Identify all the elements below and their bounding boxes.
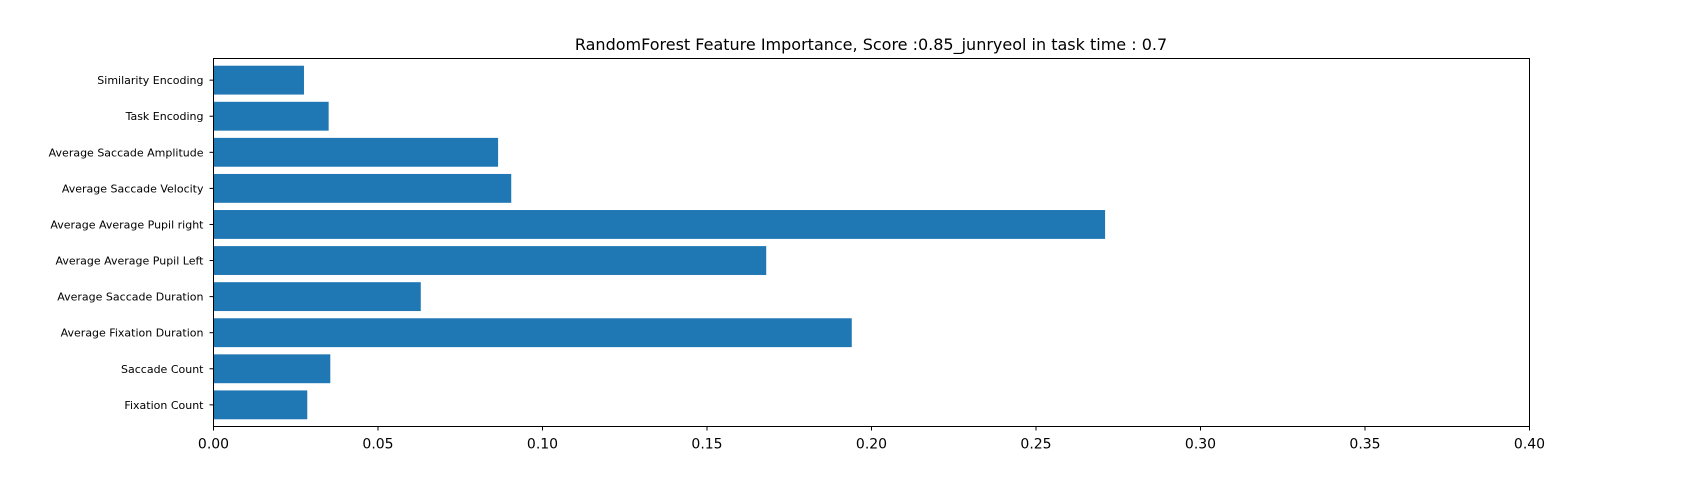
bar-similarity-encoding [213,65,304,95]
x-tick-label: 0.25 [1020,437,1051,453]
x-tick-label: 0.10 [527,437,558,453]
x-tick-label: 0.20 [856,437,887,453]
bar-average-average-pupil-right [213,210,1106,239]
bar-average-average-pupil-left [213,246,767,275]
y-tick-label: Average Average Pupil Left [55,255,204,268]
x-tick-label: 0.15 [691,437,722,453]
bar-average-fixation-duration [213,318,852,348]
bar-task-encoding [213,101,329,131]
bar-saccade-count [213,354,331,384]
y-tick-label: Average Saccade Duration [57,291,203,304]
x-tick-label: 0.30 [1185,437,1216,453]
y-axis: Fixation Count Saccade Count Average Fixat… [49,74,214,412]
x-axis: 0.00 0.05 0.10 0.15 0.20 0.25 0.30 0.35 0.40 [198,426,1545,453]
y-tick-label: Saccade Count [121,363,204,376]
y-tick-label: Average Average Pupil right [50,218,204,231]
y-tick-label: Average Saccade Velocity [62,182,204,195]
x-tick-label: 0.00 [198,437,229,453]
bar-average-saccade-duration [213,282,421,312]
bar-average-saccade-amplitude [213,137,499,167]
bar-average-saccade-velocity [213,173,512,203]
x-tick-label: 0.05 [362,437,393,453]
y-tick-label: Average Fixation Duration [61,327,204,340]
y-tick-label: Fixation Count [124,399,204,412]
y-tick-label: Similarity Encoding [97,74,203,87]
x-tick-label: 0.35 [1349,437,1380,453]
bars-layer [213,65,1106,420]
y-tick-label: Task Encoding [125,110,204,123]
chart-title: RandomForest Feature Importance, Score :… [575,35,1167,55]
plot-frame [213,58,1530,427]
x-tick-label: 0.40 [1514,437,1545,453]
bar-fixation-count [213,390,308,420]
y-tick-label: Average Saccade Amplitude [49,146,204,159]
